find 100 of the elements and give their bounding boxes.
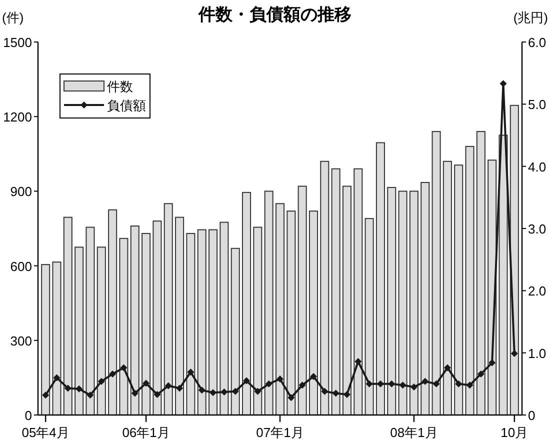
x-tick-label: 07年1月 [256,425,304,440]
point [376,380,384,388]
bar [498,134,508,416]
bar [286,210,296,416]
y2-tick-label: 2.0 [528,284,546,299]
bar [442,160,452,416]
bar [230,248,240,416]
y-tick-label: 1200 [3,110,32,125]
y-tick-label: 600 [10,258,32,274]
point [310,372,317,380]
bar [308,210,318,416]
y2-tick-label: 3.0 [528,222,546,236]
point [298,382,306,389]
point [343,390,350,398]
bar [41,264,50,416]
point [432,380,440,388]
point [354,358,362,366]
bar [186,232,196,416]
y-tick-label: 300 [10,333,32,348]
point [276,375,284,382]
point [488,359,496,366]
point [142,380,150,387]
bar [86,226,95,416]
bar [398,190,408,416]
x-tick-label: 05年4月 [22,425,70,440]
point [42,392,50,399]
bar [242,192,252,416]
legend-label: 負債額 [107,98,146,113]
point [510,350,518,357]
point [243,377,250,384]
bar [175,216,184,416]
point [232,388,239,395]
point [254,388,262,395]
bar [208,229,218,416]
point [210,389,217,396]
bar [63,216,72,416]
point [220,388,228,396]
bar [320,160,330,416]
bar [52,262,62,416]
bar [476,131,486,416]
point [98,378,105,385]
bar [130,226,140,416]
point [164,382,172,390]
point [455,380,462,388]
y2-tick-label: 0 [528,408,536,423]
y2-tick-label: 4.0 [528,159,546,174]
point [154,390,161,398]
bar [220,222,229,416]
bar [253,226,262,416]
point [64,384,72,392]
bar [465,146,474,416]
y2-tick-label: 1.0 [528,346,546,361]
bar [376,142,385,416]
point [321,388,328,395]
bar [264,190,274,416]
bar [454,164,464,416]
bar [96,246,106,416]
y-tick-label: 1500 [3,35,32,50]
point [422,378,429,385]
point [500,80,507,88]
y2-tick-label: 6.0 [528,35,546,50]
bar [364,218,374,416]
point [198,386,206,394]
bar [420,182,430,416]
point [332,390,340,397]
bar [275,203,285,416]
point [366,380,373,388]
bar [409,190,418,416]
point [131,390,138,397]
x-tick-label: 08年1月 [390,425,438,440]
point [466,382,474,389]
point [53,374,60,382]
bar [108,209,118,416]
bar [164,203,173,416]
chart-title: 件数・負債額の推移 [198,5,352,24]
y2-axis-title: (兆円) [513,10,548,25]
bar [298,186,307,416]
y-tick-label: 0 [24,408,32,423]
point [176,384,184,392]
point [76,385,83,392]
bar [152,220,162,416]
bar [331,168,340,416]
bar [119,238,128,416]
bar [142,232,151,416]
point [477,370,484,378]
bar [74,246,84,416]
bar [387,186,396,416]
point [109,370,116,378]
y2-tick-label: 5.0 [528,97,546,112]
point [265,380,272,388]
bar [354,168,363,416]
point [288,394,295,402]
point [120,364,128,372]
legend-label: 件数 [107,79,133,94]
x-tick-label: 06年1月 [122,425,170,440]
y-tick-label: 900 [10,184,32,200]
x-tick-label: 10月 [500,425,528,440]
y-axis-title: (件) [2,10,24,25]
point [410,384,418,391]
bar [510,104,519,416]
